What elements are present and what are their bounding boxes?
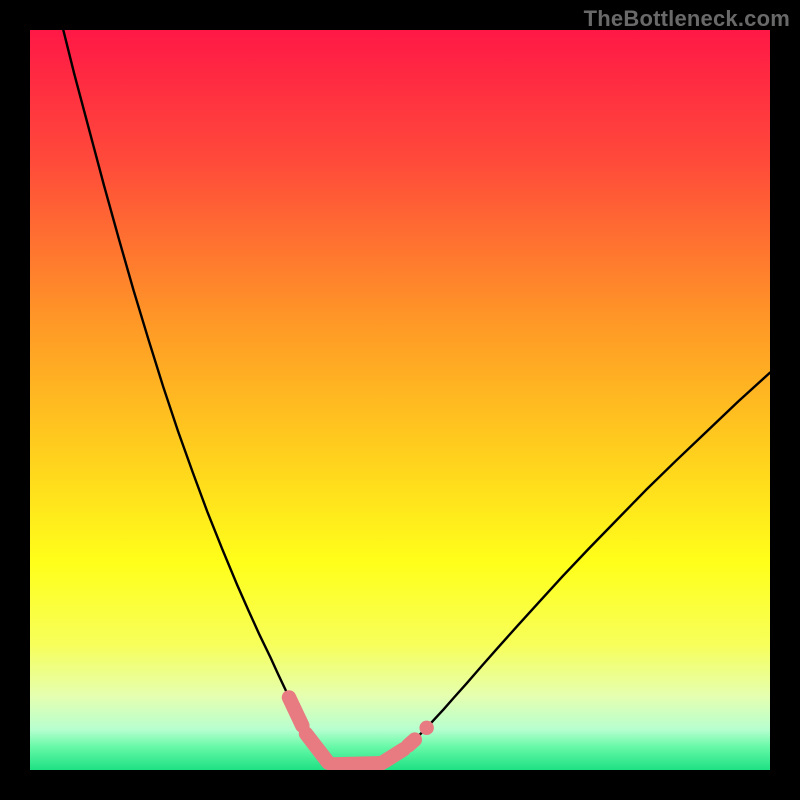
gradient-background bbox=[30, 30, 770, 770]
outer-frame: TheBottleneck.com bbox=[0, 0, 800, 800]
chart-svg bbox=[30, 30, 770, 770]
plot-area bbox=[30, 30, 770, 770]
marker-dot bbox=[419, 721, 433, 735]
marker-segment bbox=[332, 763, 382, 764]
marker-segment bbox=[408, 740, 415, 746]
watermark-text: TheBottleneck.com bbox=[584, 6, 790, 32]
